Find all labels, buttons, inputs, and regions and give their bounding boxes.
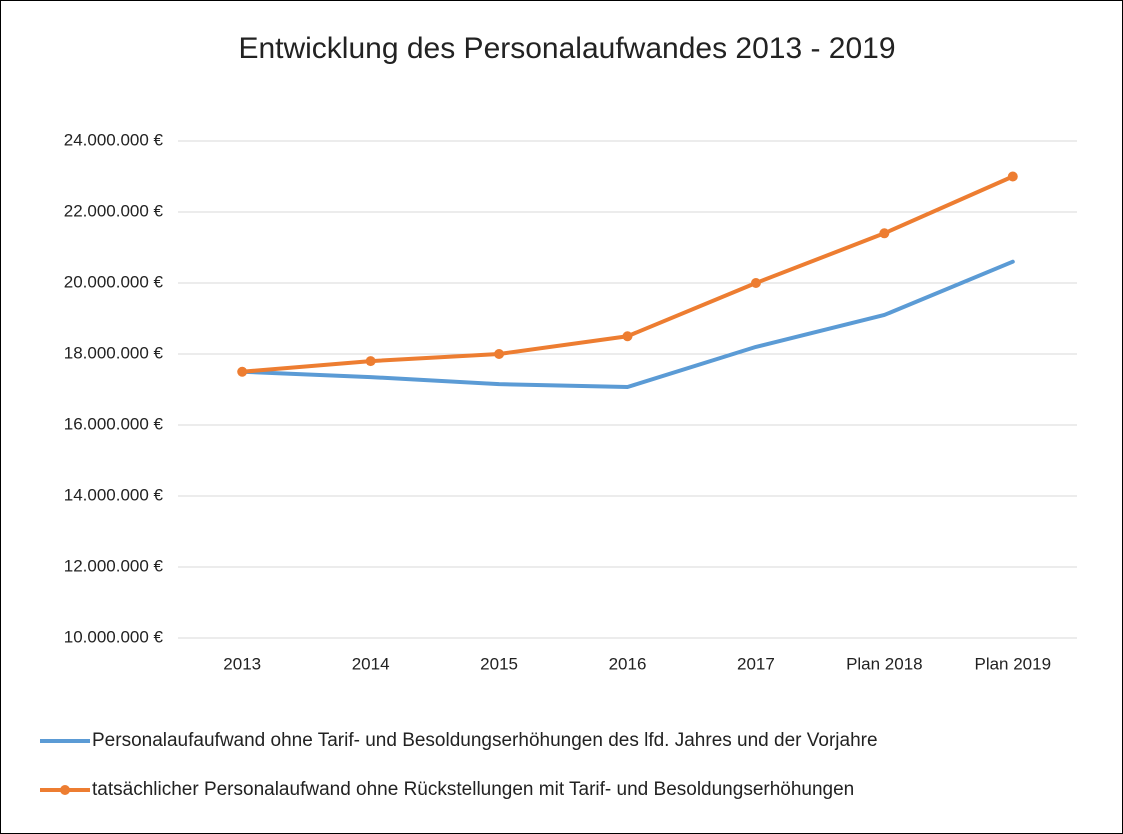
point xyxy=(237,366,248,377)
series-line xyxy=(240,259,1015,390)
x-tick-label: 2014 xyxy=(352,654,390,673)
x-tick-label: 2017 xyxy=(737,654,775,673)
legend-label: tatsächlicher Personalaufwand ohne Rücks… xyxy=(92,779,854,800)
y-tick-label: 24.000.000 € xyxy=(64,130,164,149)
x-tick-label: 2015 xyxy=(480,654,518,673)
y-tick-label: 20.000.000 € xyxy=(64,272,164,291)
point xyxy=(1007,171,1018,182)
legend-label: Personalaufaufwand ohne Tarif- und Besol… xyxy=(92,730,878,751)
y-tick-label: 16.000.000 € xyxy=(64,414,164,433)
x-tick-label: 2013 xyxy=(223,654,261,673)
y-tick-label: 18.000.000 € xyxy=(64,343,164,362)
point xyxy=(622,331,633,342)
x-tick-label: 2016 xyxy=(609,654,647,673)
point xyxy=(365,356,376,367)
point xyxy=(494,349,505,359)
y-tick-label: 22.000.000 € xyxy=(64,201,164,220)
y-tick-label: 14.000.000 € xyxy=(64,485,164,504)
chart-title: Entwicklung des Personalaufwandes 2013 -… xyxy=(238,32,895,65)
y-tick-label: 12.000.000 € xyxy=(64,556,164,575)
point xyxy=(879,228,890,239)
legend-marker xyxy=(60,785,70,795)
x-tick-label: Plan 2018 xyxy=(846,654,923,673)
point xyxy=(750,278,761,288)
x-tick-label: Plan 2019 xyxy=(974,654,1051,673)
y-tick-label: 10.000.000 € xyxy=(64,627,164,646)
